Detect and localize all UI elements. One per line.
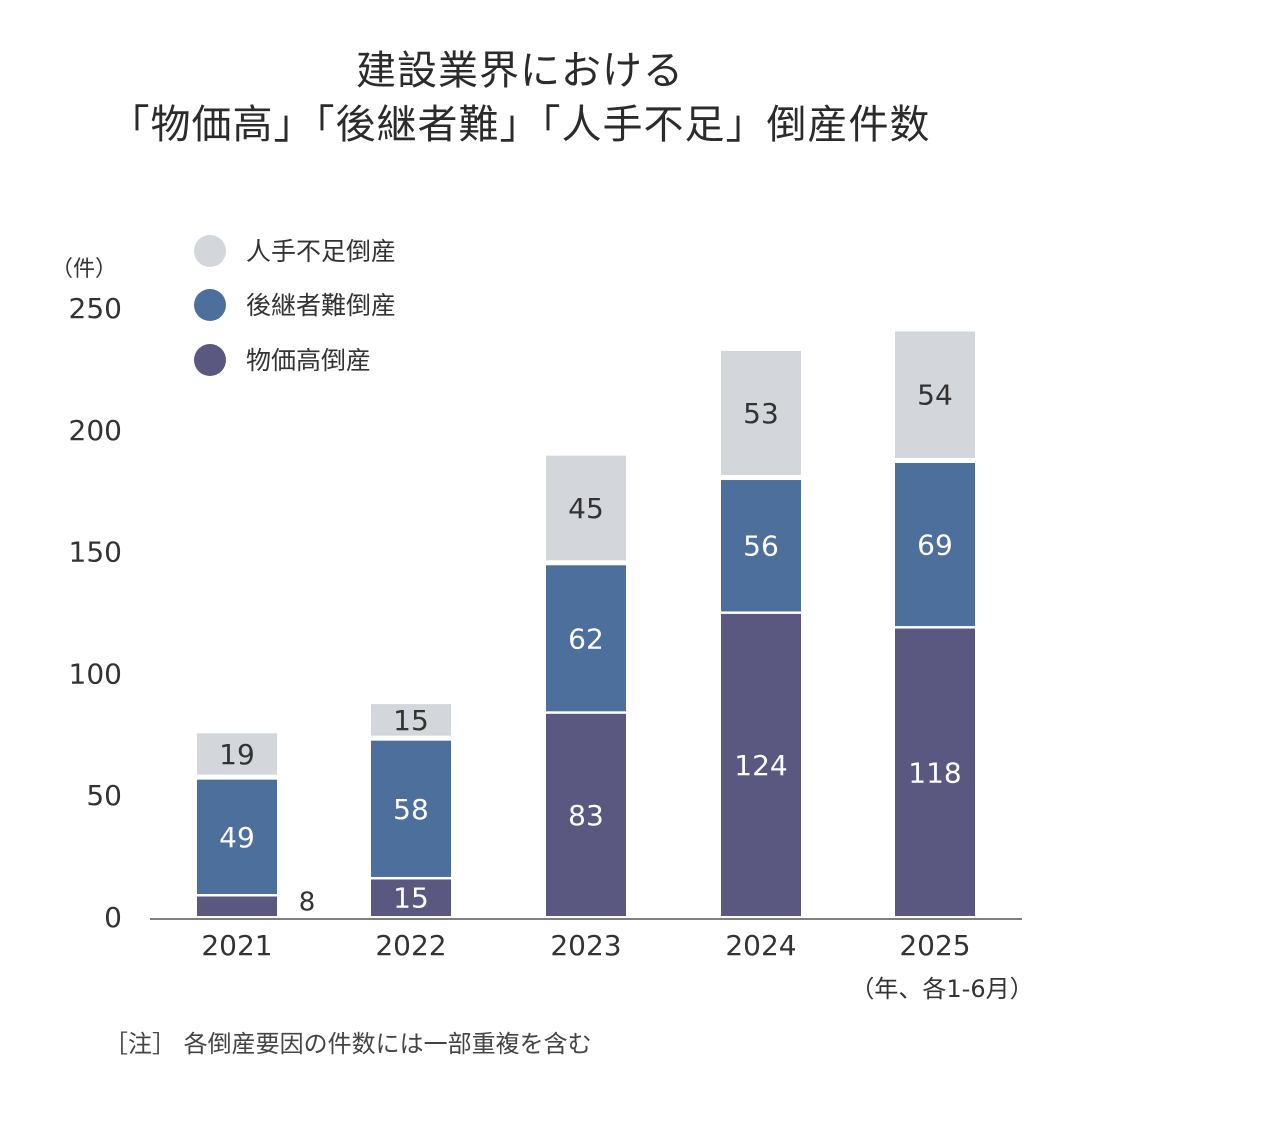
data-label: 15 [393,704,429,737]
y-tick-label: 250 [69,292,122,325]
bar-segment [371,879,451,916]
data-label: 69 [917,529,953,562]
bar-segment [721,350,801,476]
x-tick-label: 2025 [899,929,970,962]
bar-segment [197,779,277,895]
bar-segment [721,480,801,612]
x-tick-label: 2023 [550,929,621,962]
y-tick-label: 200 [69,414,122,447]
legend-label: 後継者難倒産 [246,291,396,320]
legend-marker [194,344,226,376]
y-tick-label: 100 [69,657,122,690]
bar-segment [197,733,277,775]
data-label: 62 [568,622,604,655]
legend-marker [194,235,226,267]
chart-title-line1: 建設業界における [356,48,684,94]
chart-title-line2: 「物価高」「後継者難」「人手不足」倒産件数 [109,102,931,148]
data-label: 54 [917,379,953,412]
x-tick-label: 2021 [201,929,272,962]
bar-segment [546,455,626,561]
y-tick-label: 150 [69,536,122,569]
footnote: ［注］ 各倒産要因の件数には一部重複を含む [104,1030,592,1058]
data-label: 15 [393,882,429,915]
bar-segment [721,613,801,916]
bar-segment [546,713,626,916]
y-axis-unit-label: （件） [51,257,117,282]
data-label: 124 [734,749,787,782]
data-label: 58 [393,793,429,826]
y-tick-label: 50 [86,779,122,812]
legend-label: 物価高倒産 [246,346,371,375]
bar-segment [895,628,975,916]
legend-label: 人手不足倒産 [246,237,396,266]
bar-segment [895,462,975,627]
x-axis-unit-note: （年、各1-6月） [850,975,1033,1003]
bar-segment [546,565,626,712]
data-label: 8 [299,887,316,917]
data-label: 118 [908,756,961,789]
legend-marker [194,289,226,321]
bar-segment [371,704,451,736]
bar-segment [197,896,277,916]
data-label: 45 [568,492,604,525]
y-tick-label: 0 [104,901,122,934]
data-label: 83 [568,799,604,832]
data-label: 53 [743,397,779,430]
bar-segment [371,740,451,877]
data-label: 19 [219,738,255,771]
data-label: 56 [743,530,779,563]
data-label: 49 [219,821,255,854]
bar-segment [895,331,975,458]
x-tick-label: 2024 [725,929,796,962]
x-tick-label: 2022 [375,929,446,962]
